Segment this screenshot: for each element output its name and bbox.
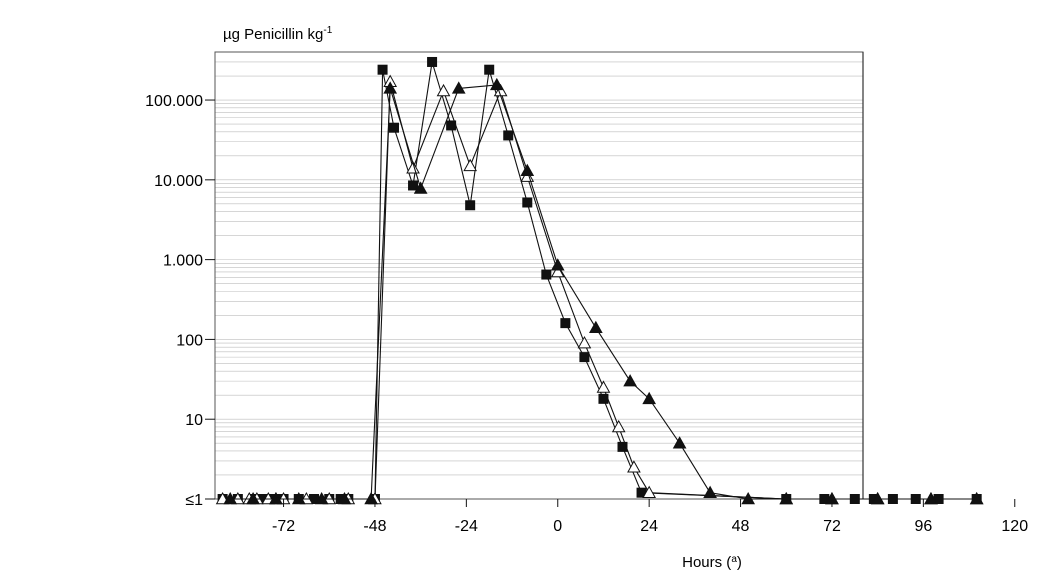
data-point <box>779 491 794 505</box>
y-axis-title-superscript: -1 <box>323 25 332 36</box>
data-point <box>588 320 603 334</box>
data-point <box>406 161 420 174</box>
x-tick-label: 72 <box>823 518 841 535</box>
data-point <box>969 491 984 505</box>
plot-frame <box>214 51 864 500</box>
data-point <box>436 83 451 97</box>
x-tick-label: -24 <box>455 518 478 535</box>
data-point <box>741 491 756 505</box>
x-tick-label: 48 <box>732 518 750 535</box>
data-point <box>703 485 717 498</box>
data-point <box>870 491 885 505</box>
x-tick-label: -72 <box>272 518 295 535</box>
data-point <box>223 491 238 505</box>
data-point <box>596 380 611 393</box>
y-tick-label: 100 <box>176 332 203 349</box>
data-point <box>577 336 592 349</box>
x-tick-label: 0 <box>553 518 562 535</box>
y-axis-title: µg Penicillin kg-1 <box>223 25 333 43</box>
y-tick-label: 100.000 <box>145 93 203 110</box>
data-point <box>579 352 590 363</box>
x-axis-title: Hours (a) <box>682 554 742 571</box>
y-tick-label: ≤1 <box>185 492 203 509</box>
x-axis: -72 -48 -24 0 24 48 72 96 120 <box>272 499 1028 535</box>
data-point <box>269 491 283 505</box>
data-point <box>541 269 552 280</box>
data-point <box>617 441 628 452</box>
data-point <box>672 436 687 449</box>
y-tick-label: 1.000 <box>163 253 203 270</box>
data-point <box>642 485 657 498</box>
data-point <box>560 318 571 329</box>
series-triangle-filled <box>223 77 984 505</box>
series-triangle-open <box>215 74 984 505</box>
data-point <box>427 56 438 67</box>
x-tick-label: -48 <box>363 518 386 535</box>
data-point <box>550 264 565 278</box>
data-point <box>377 64 388 75</box>
data-point <box>408 180 419 191</box>
y-tick-label: 10.000 <box>154 173 203 190</box>
data-point <box>291 491 306 505</box>
data-point <box>388 122 399 133</box>
data-point <box>503 130 514 141</box>
x-axis-title-tail: ) <box>737 554 742 571</box>
data-point <box>611 419 626 433</box>
data-point <box>550 258 565 271</box>
series-group <box>215 56 984 505</box>
x-axis-title-text: Hours ( <box>682 554 731 571</box>
data-point <box>623 374 637 387</box>
grid <box>215 51 863 500</box>
data-point <box>520 163 535 177</box>
x-axis-title-superscript: a <box>731 554 737 565</box>
data-point <box>522 197 533 208</box>
data-point <box>364 491 378 505</box>
data-point <box>337 491 352 505</box>
data-point <box>383 81 398 94</box>
data-point <box>463 158 478 172</box>
data-point <box>484 64 495 75</box>
data-point <box>451 81 466 94</box>
y-axis-title-text: µg Penicillin kg <box>223 26 323 43</box>
data-point <box>465 200 476 211</box>
data-point <box>246 491 260 505</box>
x-tick-label: 24 <box>640 518 658 535</box>
series-square-filled <box>217 56 982 504</box>
y-tick-label: 10 <box>185 412 203 429</box>
data-point <box>489 77 504 91</box>
x-tick-label: 120 <box>1001 518 1028 535</box>
data-point <box>314 491 329 505</box>
y-axis: 100.000 10.000 1.000 100 10 ≤1 <box>145 93 215 509</box>
data-point <box>642 391 657 405</box>
data-point <box>413 181 428 194</box>
x-tick-label: 96 <box>914 518 932 535</box>
data-point <box>627 460 641 473</box>
data-point <box>924 491 938 505</box>
